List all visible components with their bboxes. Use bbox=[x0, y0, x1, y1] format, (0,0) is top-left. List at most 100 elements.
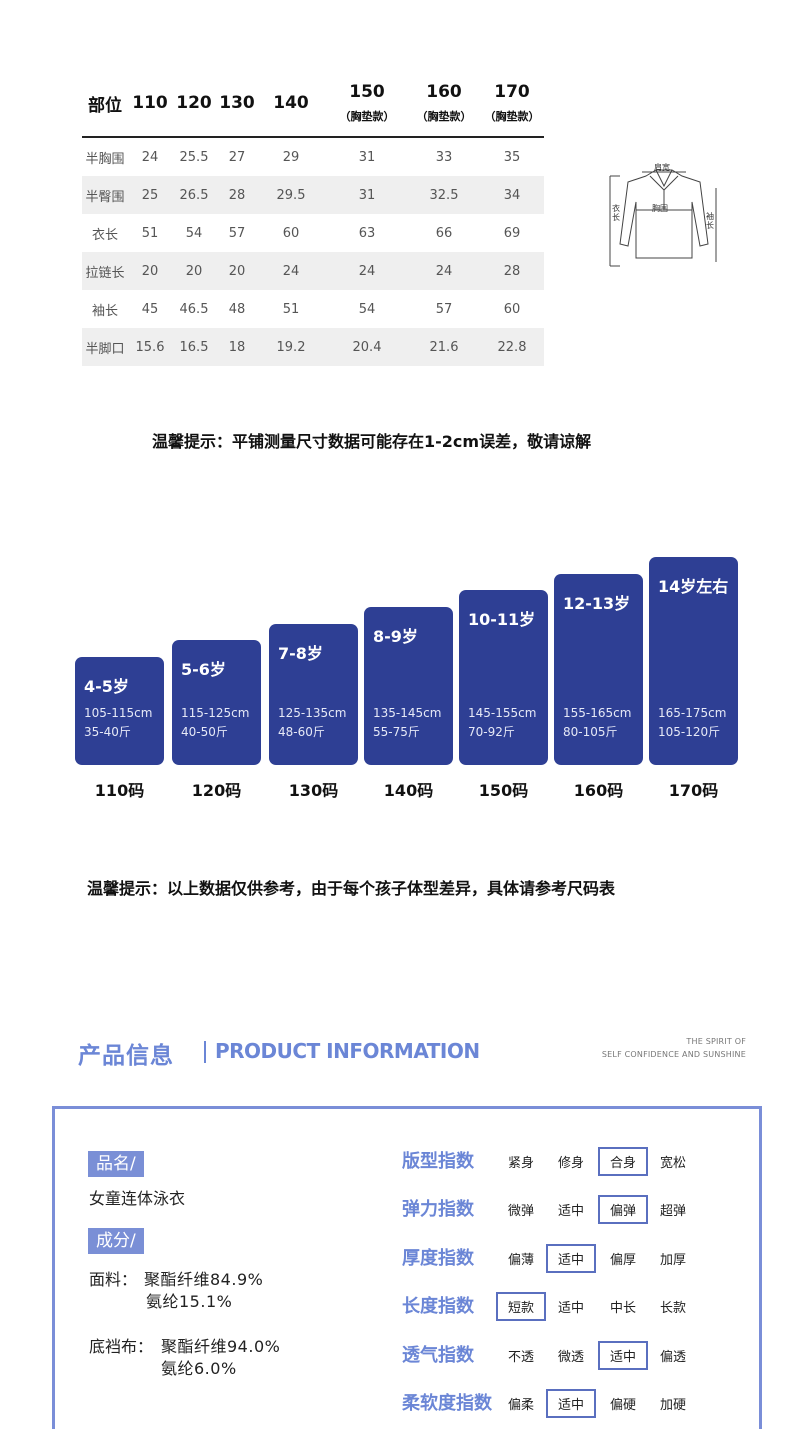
size-value-cell: 60 bbox=[282, 225, 300, 241]
spirit-line-1: THE SPIRIT OF bbox=[686, 1037, 746, 1046]
sketch-label-shoulder: 肩宽 bbox=[654, 163, 670, 172]
index-label: 版型指数 bbox=[402, 1151, 474, 1172]
size-value-cell: 20 bbox=[185, 263, 203, 279]
size-table-body: 半胸围 24 25.5 27 29 31 33 35 半臀围 25 26.5 28 29.5 31 32.5… bbox=[82, 138, 544, 366]
size-value-cell: 32.5 bbox=[429, 187, 459, 203]
product-info-panel: 品名/ 女童连体泳衣 成分/ 面料： 聚酯纤维84.9% 氨纶15.1% 底裆布… bbox=[52, 1106, 762, 1429]
index-option-selected: 合身 bbox=[598, 1147, 649, 1176]
index-label: 长度指数 bbox=[402, 1296, 474, 1317]
size-value-cell: 45 bbox=[141, 301, 159, 317]
weight-range: 105-120斤 bbox=[658, 725, 721, 739]
index-option: 微透 bbox=[558, 1350, 585, 1365]
index-option-selected: 偏弹 bbox=[598, 1195, 649, 1224]
size-value-cell: 22.8 bbox=[497, 339, 527, 355]
row-part-label: 衣长 bbox=[91, 227, 118, 243]
size-table: 部位 110 120 130 140 150 （胸垫款） 160 （胸垫款） 170… bbox=[82, 70, 544, 366]
weight-range: 35-40斤 bbox=[84, 725, 131, 739]
index-option: 加硬 bbox=[660, 1398, 687, 1413]
size-value-cell: 24 bbox=[282, 263, 300, 279]
size-value-cell: 31 bbox=[358, 149, 376, 165]
measurement-tip: 温馨提示：平铺测量尺寸数据可能存在1-2cm误差，敬请谅解 bbox=[152, 432, 592, 451]
size-value-cell: 46.5 bbox=[179, 301, 209, 317]
weight-range: 80-105斤 bbox=[563, 725, 618, 739]
size-value-cell: 24 bbox=[141, 149, 159, 165]
size-value-cell: 28 bbox=[228, 187, 246, 203]
header-part: 部位 bbox=[88, 95, 122, 116]
index-option-selected: 短款 bbox=[496, 1292, 547, 1321]
age-range: 12-13岁 bbox=[563, 594, 631, 613]
lining-label: 底裆布： bbox=[89, 1337, 154, 1356]
index-option: 偏薄 bbox=[508, 1253, 535, 1268]
height-range: 165-175cm bbox=[658, 706, 727, 720]
index-option: 偏厚 bbox=[610, 1253, 637, 1268]
table-row: 半臀围 25 26.5 28 29.5 31 32.5 34 bbox=[82, 176, 544, 214]
size-value-cell: 63 bbox=[358, 225, 376, 241]
size-value-cell: 57 bbox=[228, 225, 246, 241]
weight-range: 70-92斤 bbox=[468, 725, 515, 739]
title-divider bbox=[204, 1041, 206, 1063]
weight-range: 40-50斤 bbox=[181, 725, 228, 739]
index-option: 偏硬 bbox=[610, 1398, 637, 1413]
product-info-title-cn: 产品信息 bbox=[78, 1043, 174, 1069]
size-value-cell: 18 bbox=[228, 339, 246, 355]
size-value-cell: 29.5 bbox=[276, 187, 306, 203]
table-row: 衣长 51 54 57 60 63 66 69 bbox=[82, 214, 544, 252]
age-card: 8-9岁 135-145cm 55-75斤 bbox=[364, 607, 453, 765]
header-size-140: 140 bbox=[273, 93, 309, 113]
size-value-cell: 28 bbox=[503, 263, 521, 279]
fabric-label: 面料： bbox=[89, 1270, 138, 1289]
table-row: 拉链长 20 20 20 24 24 24 28 bbox=[82, 252, 544, 290]
size-value-cell: 54 bbox=[185, 225, 203, 241]
index-option: 偏透 bbox=[660, 1350, 687, 1365]
size-code: 130码 bbox=[288, 781, 339, 800]
size-value-cell: 29 bbox=[282, 149, 300, 165]
size-value-cell: 16.5 bbox=[179, 339, 209, 355]
age-range: 8-9岁 bbox=[373, 627, 418, 646]
size-value-cell: 66 bbox=[435, 225, 453, 241]
index-option: 长款 bbox=[660, 1301, 687, 1316]
index-option: 宽松 bbox=[660, 1156, 687, 1171]
size-value-cell: 54 bbox=[358, 301, 376, 317]
index-label: 透气指数 bbox=[402, 1345, 474, 1366]
index-option: 修身 bbox=[558, 1156, 585, 1171]
header-size-110: 110 bbox=[132, 93, 168, 113]
height-range: 105-115cm bbox=[84, 706, 153, 720]
age-card: 12-13岁 155-165cm 80-105斤 bbox=[554, 574, 643, 765]
size-value-cell: 20.4 bbox=[352, 339, 382, 355]
age-range: 10-11岁 bbox=[468, 610, 536, 629]
name-tag: 品名/ bbox=[88, 1151, 144, 1177]
row-part-label: 袖长 bbox=[91, 303, 118, 319]
age-card: 10-11岁 145-155cm 70-92斤 bbox=[459, 590, 548, 765]
index-option: 适中 bbox=[558, 1301, 585, 1316]
table-row: 半胸围 24 25.5 27 29 31 33 35 bbox=[82, 138, 544, 176]
product-name: 女童连体泳衣 bbox=[89, 1189, 186, 1208]
size-value-cell: 20 bbox=[141, 263, 159, 279]
size-value-cell: 48 bbox=[228, 301, 246, 317]
rash-guard-sketch-icon bbox=[609, 169, 717, 267]
index-option-selected: 适中 bbox=[598, 1341, 649, 1370]
index-label: 柔软度指数 bbox=[402, 1393, 492, 1414]
index-option: 适中 bbox=[558, 1204, 585, 1219]
age-range: 14岁左右 bbox=[658, 577, 729, 596]
size-code: 170码 bbox=[668, 781, 719, 800]
row-part-label: 拉链长 bbox=[85, 265, 125, 281]
age-card: 7-8岁 125-135cm 48-60斤 bbox=[269, 624, 358, 765]
table-row: 袖长 45 46.5 48 51 54 57 60 bbox=[82, 290, 544, 328]
index-option-selected: 适中 bbox=[546, 1244, 597, 1273]
index-option: 偏柔 bbox=[508, 1398, 535, 1413]
size-value-cell: 31 bbox=[358, 187, 376, 203]
sketch-label-chest: 胸围 bbox=[652, 204, 668, 213]
height-range: 155-165cm bbox=[563, 706, 632, 720]
age-range: 5-6岁 bbox=[181, 660, 226, 679]
size-value-cell: 33 bbox=[435, 149, 453, 165]
size-value-cell: 25 bbox=[141, 187, 159, 203]
size-code: 140码 bbox=[383, 781, 434, 800]
header-size-170: 170 （胸垫款） bbox=[484, 82, 540, 123]
size-code: 150码 bbox=[478, 781, 529, 800]
spirit-line-2: SELF CONFIDENCE AND SUNSHINE bbox=[601, 1050, 746, 1059]
age-range: 7-8岁 bbox=[278, 644, 323, 663]
size-code: 120码 bbox=[191, 781, 242, 800]
row-part-label: 半脚口 bbox=[85, 341, 125, 357]
sketch-label-sleeve: 袖长 bbox=[706, 212, 714, 230]
reference-tip: 温馨提示：以上数据仅供参考，由于每个孩子体型差异，具体请参考尺码表 bbox=[87, 879, 616, 898]
